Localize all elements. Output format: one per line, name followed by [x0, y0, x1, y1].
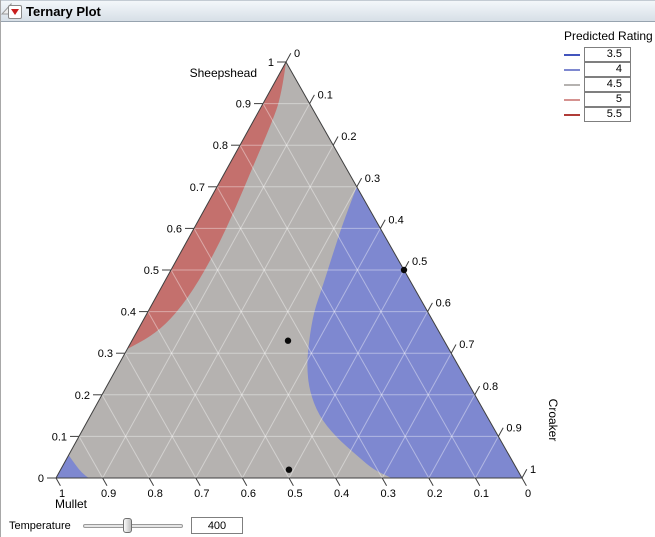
legend-value: 4 [584, 61, 631, 77]
tick-label: 0.7 [459, 339, 474, 351]
tick-label: 0.8 [213, 140, 228, 152]
tick-label: 0.9 [506, 422, 521, 434]
legend-entry[interactable]: 4.5 [564, 76, 654, 92]
legend-value: 5.5 [584, 106, 631, 122]
legend-entry[interactable]: 4 [564, 61, 654, 77]
tick-label: 0.1 [474, 488, 489, 500]
tick-label: 0 [294, 48, 300, 60]
tick-label: 0.3 [365, 173, 380, 185]
tick-label: 0.6 [241, 488, 256, 500]
axis-title: Croaker [546, 399, 560, 442]
region-rating-below-4-right [307, 186, 522, 479]
legend-entries: 3.5 4 4.5 5 5.5 [564, 47, 654, 122]
tick-label: 0.7 [194, 488, 209, 500]
temperature-input[interactable] [191, 517, 243, 534]
tick-label: 0 [38, 473, 44, 485]
tick-label: 0.2 [427, 488, 442, 500]
temperature-controls: Temperature [1, 514, 655, 537]
legend: Predicted Rating 3.5 4 4.5 5 5.5 [564, 29, 654, 122]
tick-label: 0.6 [167, 223, 182, 235]
red-triangle-menu-button[interactable] [8, 5, 22, 19]
tick-label: 0.1 [52, 431, 67, 443]
legend-line-swatch [564, 98, 580, 101]
legend-line-swatch [564, 83, 580, 86]
tick-label: 0.1 [318, 90, 333, 102]
temperature-slider[interactable] [83, 517, 183, 534]
tick-label: 0.6 [436, 298, 451, 310]
legend-line-swatch [564, 68, 580, 71]
design-point[interactable] [284, 337, 292, 344]
tick-label: 0.3 [98, 348, 113, 360]
tick-label: 1 [530, 464, 536, 476]
tick-label: 0.8 [483, 381, 498, 393]
legend-title: Predicted Rating [564, 29, 653, 43]
region-rating-below-4-corner [56, 455, 89, 478]
tick-label: 0.9 [101, 488, 116, 500]
slider-track[interactable] [83, 524, 183, 528]
legend-entry[interactable]: 5 [564, 91, 654, 107]
red-triangle-icon [11, 9, 19, 15]
tick-label: 0.3 [381, 488, 396, 500]
legend-line-swatch [564, 113, 580, 116]
titlebar: Ternary Plot [1, 0, 655, 22]
temperature-label: Temperature [9, 519, 71, 532]
legend-value: 4.5 [584, 76, 631, 92]
grid-lines [78, 103, 499, 479]
axis-title: Sheepshead [190, 66, 257, 80]
design-points [284, 266, 408, 473]
tick-label: 0 [525, 488, 531, 500]
tick-label: 0.4 [334, 488, 349, 500]
tick-label: 0.9 [236, 99, 251, 111]
tick-label: 0.2 [75, 390, 90, 402]
tick-label: 0.7 [190, 182, 205, 194]
tick-label: 1 [59, 488, 65, 500]
tick-label: 0.2 [341, 131, 356, 143]
tick-label: 0.4 [121, 307, 136, 319]
tick-label: 0.5 [412, 256, 427, 268]
tick-label: 0.5 [287, 488, 302, 500]
legend-line-swatch [564, 53, 580, 56]
axes: 1 0.9 0.8 0.7 0.6 0.5 0.4 0.3 0.2 0.1 0 0 0.1 0.2 0.3 0… [38, 48, 560, 511]
window-title: Ternary Plot [26, 4, 101, 19]
design-point[interactable] [400, 266, 408, 274]
slider-thumb[interactable] [123, 518, 132, 533]
legend-value: 5 [584, 91, 631, 107]
ternary-plot-canvas[interactable]: 1 0.9 0.8 0.7 0.6 0.5 0.4 0.3 0.2 0.1 0 0 0.1 0.2 0.3 0… [1, 22, 561, 514]
tick-label: 0.8 [148, 488, 163, 500]
axis-title: Mullet [55, 497, 88, 511]
tick-label: 1 [268, 57, 274, 69]
legend-entry[interactable]: 5.5 [564, 106, 654, 122]
legend-entry[interactable]: 3.5 [564, 47, 654, 62]
design-point[interactable] [285, 466, 293, 473]
tick-label: 0.5 [144, 265, 159, 277]
tick-label: 0.4 [388, 214, 403, 226]
legend-value: 3.5 [584, 47, 631, 62]
